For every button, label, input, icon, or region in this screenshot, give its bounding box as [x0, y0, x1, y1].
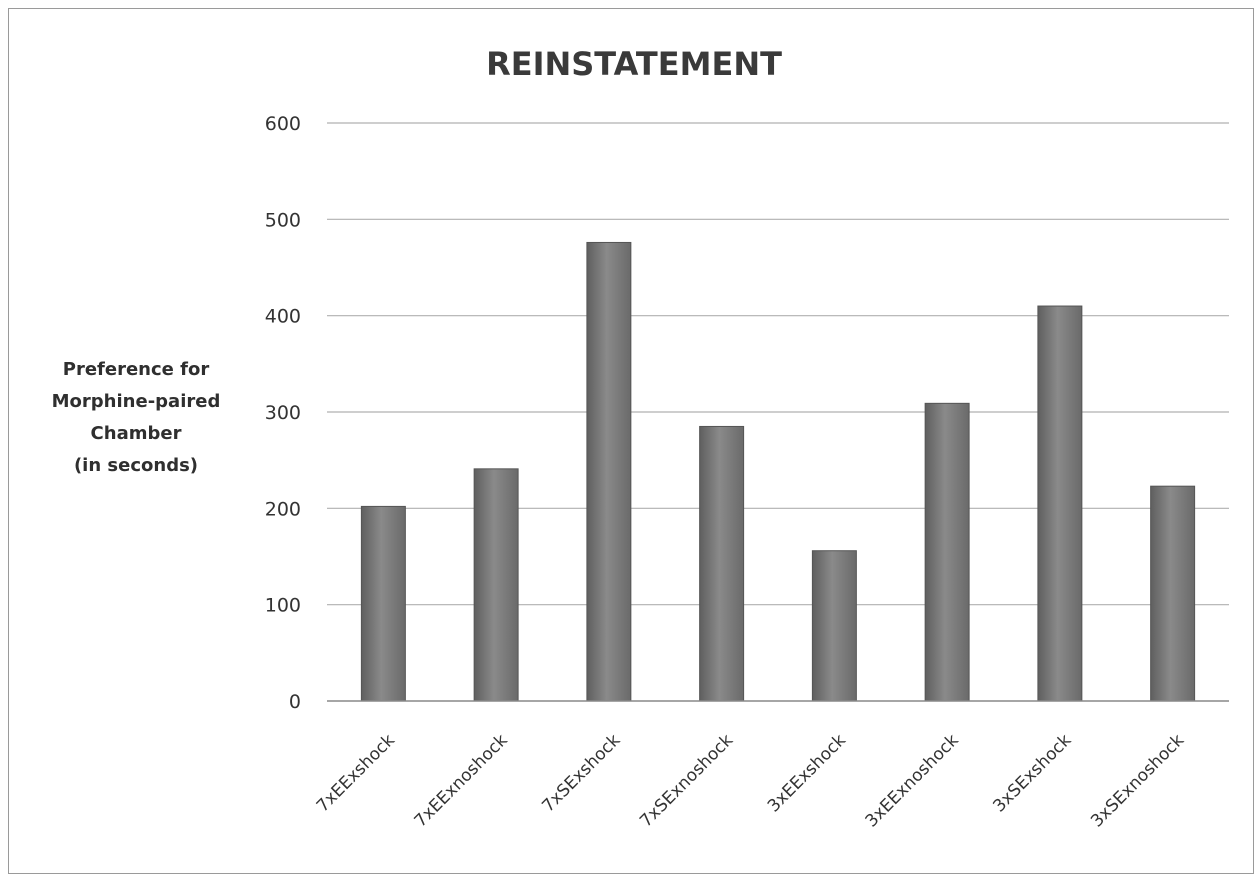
x-tick-label: 3xEExshock [764, 730, 850, 816]
y-axis-label-line: Preference for [63, 359, 210, 380]
y-axis-label-line: Morphine-paired [52, 391, 221, 412]
x-tick-label: 3xSExshock [989, 730, 1075, 816]
gridlines [327, 122, 1229, 606]
x-tick-label: 7xEExnoshock [411, 730, 512, 831]
y-axis-label: Preference for Morphine-paired Chamber (in … [52, 359, 221, 476]
bars [360, 241, 1196, 702]
y-tick-labels: 0 100 200 300 400 500 600 [265, 113, 301, 713]
chart-frame: REINSTATEMENT Preference for Morphine-pai… [8, 8, 1254, 874]
bar-3xSExnoshock [1150, 485, 1196, 702]
bar-7xEExnoshock [473, 468, 519, 702]
x-tick-label: 3xEExnoshock [862, 730, 963, 831]
x-tick-labels: 7xEExshock 7xEExnoshock 7xSExshock 7xSExnos… [313, 730, 1188, 831]
bar-chart: REINSTATEMENT Preference for Morphine-pai… [52, 45, 1229, 831]
bar-3xEExnoshock [924, 402, 970, 702]
y-tick-label: 200 [265, 498, 301, 520]
x-tick-label: 7xSExshock [538, 730, 624, 816]
y-tick-label: 500 [265, 209, 301, 231]
y-axis-label-line: Chamber [91, 423, 182, 444]
y-axis-label-line: (in seconds) [74, 455, 198, 476]
bar-7xEExshock [360, 505, 406, 702]
y-tick-label: 400 [265, 306, 301, 328]
bar-7xSExnoshock [699, 425, 745, 702]
bar-3xEExshock [811, 550, 857, 702]
x-tick-label: 3xSExnoshock [1087, 730, 1188, 831]
chart-title: REINSTATEMENT [486, 45, 782, 83]
x-tick-label: 7xSExnoshock [636, 730, 737, 831]
x-tick-label: 7xEExshock [313, 730, 399, 816]
bar-7xSExshock [586, 241, 632, 702]
bar-3xSExshock [1037, 305, 1083, 702]
y-tick-label: 300 [265, 402, 301, 424]
y-tick-label: 100 [265, 595, 301, 617]
y-tick-label: 600 [265, 113, 301, 135]
y-tick-label: 0 [289, 691, 301, 713]
